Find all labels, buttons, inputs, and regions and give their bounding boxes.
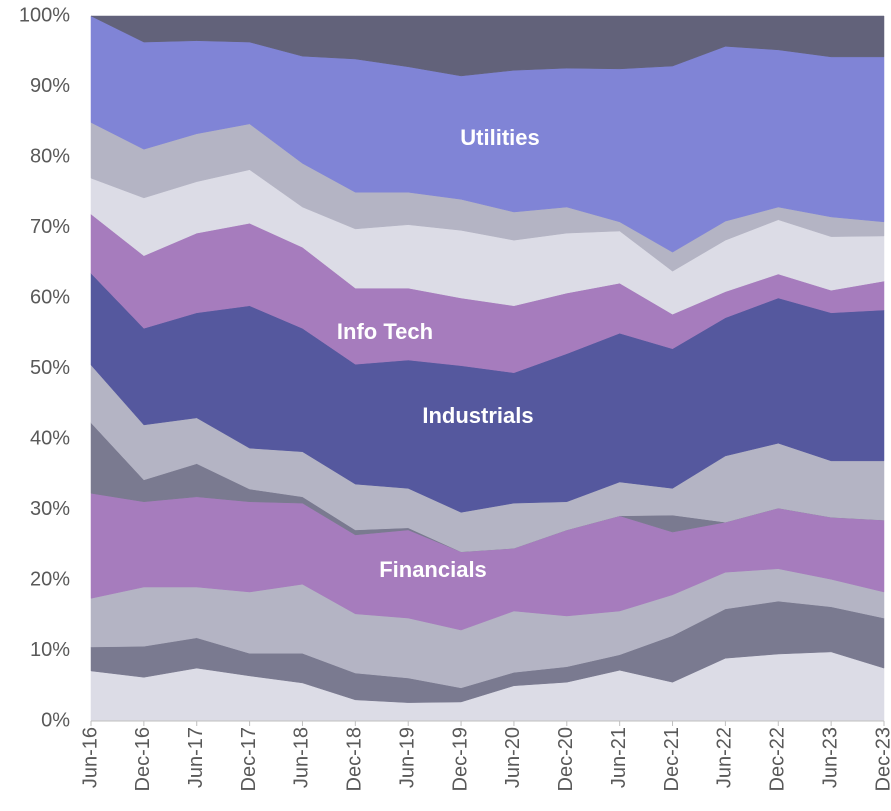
y-tick-label: 30% xyxy=(30,498,70,520)
area-label: Info Tech xyxy=(337,319,433,344)
x-tick-label: Dec-22 xyxy=(767,727,789,791)
x-tick-label: Dec-18 xyxy=(344,727,366,791)
x-tick-label: Dec-20 xyxy=(555,727,577,791)
area xyxy=(90,15,885,77)
y-tick-label: 50% xyxy=(30,357,70,379)
x-tick-label: Jun-20 xyxy=(502,727,524,788)
x-tick-label: Jun-23 xyxy=(819,727,841,788)
x-tick-label: Dec-19 xyxy=(449,727,471,791)
x-tick-label: Dec-21 xyxy=(661,727,683,791)
y-tick-label: 100% xyxy=(19,4,70,26)
x-tick-label: Dec-17 xyxy=(238,727,260,791)
x-tick-label: Dec-23 xyxy=(872,727,891,791)
x-tick-label: Dec-16 xyxy=(132,727,154,791)
y-tick-label: 0% xyxy=(41,709,70,731)
y-tick-label: 60% xyxy=(30,286,70,308)
x-tick-label: Jun-21 xyxy=(608,727,630,788)
y-tick-label: 80% xyxy=(30,145,70,167)
y-tick-label: 20% xyxy=(30,568,70,590)
x-tick-label: Jun-18 xyxy=(291,727,313,788)
x-tick-label: Jun-16 xyxy=(79,727,101,788)
y-tick-label: 90% xyxy=(30,75,70,97)
area-label: Industrials xyxy=(422,403,533,428)
y-tick-label: 70% xyxy=(30,216,70,238)
y-tick-label: 10% xyxy=(30,639,70,661)
y-tick-label: 40% xyxy=(30,427,70,449)
x-tick-label: Jun-17 xyxy=(185,727,207,788)
x-tick-label: Jun-19 xyxy=(396,727,418,788)
area-label: Utilities xyxy=(460,125,539,150)
x-tick-label: Jun-22 xyxy=(714,727,736,788)
area-label: Financials xyxy=(379,557,487,582)
